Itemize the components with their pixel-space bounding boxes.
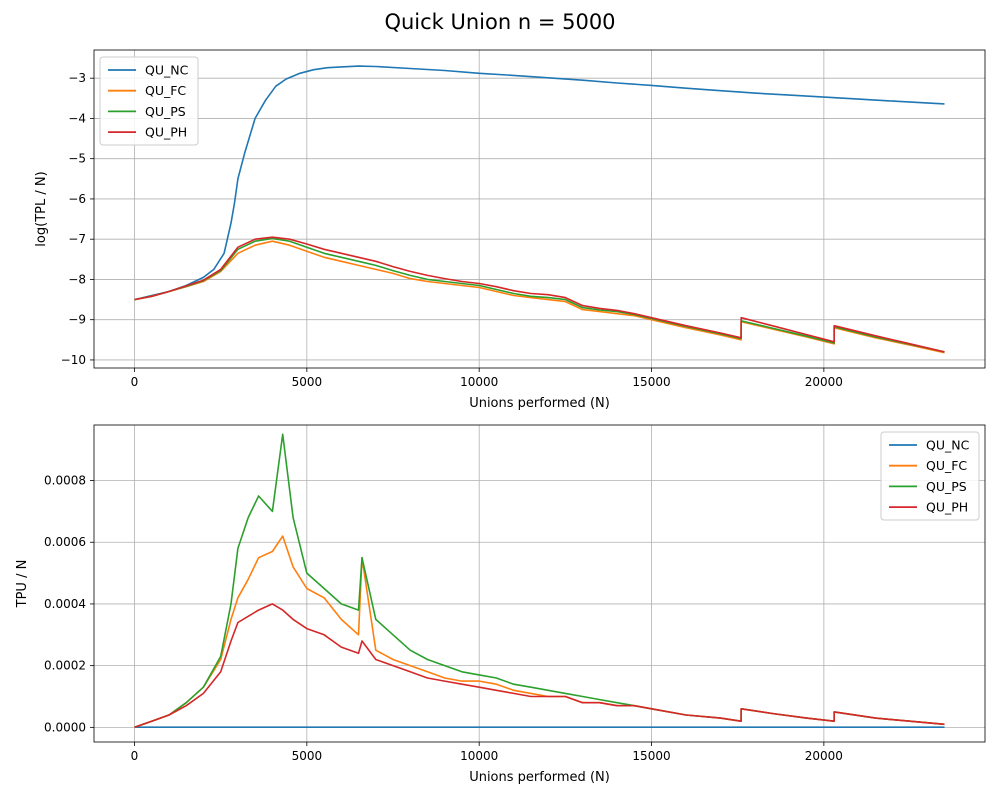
top-y-tick-label: −9 (68, 313, 86, 327)
top-series-group (134, 65, 945, 354)
bottom-y-tick-label: 0.0002 (44, 659, 86, 673)
bottom-legend-label-qu-nc: QU_NC (926, 438, 970, 453)
top-x-tick-label: 15000 (632, 375, 670, 389)
top-x-tick-label: 10000 (460, 375, 498, 389)
bottom-chart-panel: 0 5000 10000 15000 20000 0.0000 0.0002 0.0004 0.… (15, 424, 986, 785)
bottom-series-line-qu-ps (134, 433, 945, 729)
top-legend-box (99, 56, 199, 146)
top-series-line-qu-ps (134, 237, 945, 353)
bottom-legend-label-qu-fc: QU_FC (926, 458, 967, 473)
bottom-x-tick-label: 20000 (805, 749, 843, 763)
top-chart-panel: 0 5000 10000 15000 20000 −10 −9 −8 −7 −6 −5 −4 −3 Uni… (34, 49, 986, 411)
top-axes-frame (93, 49, 986, 369)
bottom-y-tick-label: 0.0008 (44, 474, 86, 488)
top-series-line-qu-nc (134, 65, 945, 301)
top-legend-label-qu-ph: QU_PH (145, 125, 187, 140)
bottom-legend: QU_NC QU_FC QU_PS QU_PH (880, 431, 980, 521)
top-series-line-qu-ph (134, 236, 945, 353)
top-x-tick-label: 20000 (805, 375, 843, 389)
bottom-x-tick-label: 5000 (292, 749, 323, 763)
top-legend: QU_NC QU_FC QU_PS QU_PH (99, 56, 199, 146)
top-x-tick-label: 5000 (292, 375, 323, 389)
bottom-y-tick-label: 0.0000 (44, 720, 86, 734)
bottom-x-tick-label: 15000 (632, 749, 670, 763)
bottom-legend-box (880, 431, 980, 521)
top-legend-label-qu-ps: QU_PS (145, 104, 186, 119)
bottom-x-axis-label: Unions performed (N) (469, 770, 610, 785)
bottom-legend-label-qu-ph: QU_PH (926, 500, 968, 515)
bottom-series-line-qu-ph (134, 603, 945, 729)
bottom-x-tick-label: 10000 (460, 749, 498, 763)
top-y-tick-label: −10 (61, 353, 86, 367)
top-y-tick-label: −8 (68, 272, 86, 286)
bottom-y-tick-label: 0.0004 (44, 597, 86, 611)
bottom-y-tick-label: 0.0006 (44, 535, 86, 549)
top-legend-label-qu-nc: QU_NC (145, 63, 189, 78)
top-y-tick-label: −4 (68, 111, 86, 125)
top-y-tick-label: −6 (68, 192, 86, 206)
top-y-tick-label: −3 (68, 71, 86, 85)
bottom-series-line-qu-fc (134, 535, 945, 729)
bottom-series-group (134, 433, 945, 729)
top-x-axis-label: Unions performed (N) (469, 396, 610, 411)
top-y-tick-label: −7 (68, 232, 86, 246)
top-y-tick-label: −5 (68, 152, 86, 166)
top-y-axis-label: log(TPL / N) (34, 171, 49, 246)
top-x-tick-label: 0 (131, 375, 139, 389)
figure-title: Quick Union n = 5000 (384, 10, 616, 34)
bottom-x-tick-label: 0 (131, 749, 139, 763)
bottom-y-axis-label: TPU / N (15, 560, 30, 609)
top-legend-label-qu-fc: QU_FC (145, 83, 186, 98)
bottom-legend-label-qu-ps: QU_PS (926, 479, 967, 494)
bottom-axes-frame (93, 424, 986, 743)
